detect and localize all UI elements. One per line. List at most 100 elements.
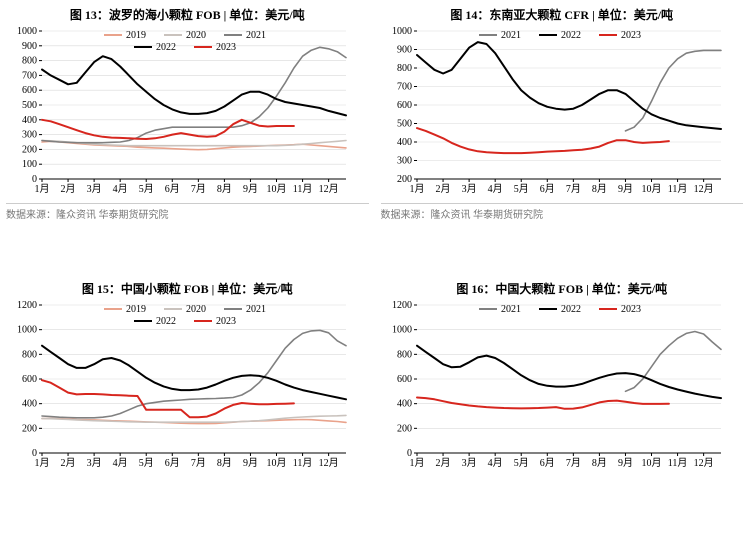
svg-text:12月: 12月 bbox=[319, 183, 339, 195]
svg-text:11月: 11月 bbox=[667, 457, 687, 469]
svg-text:9月: 9月 bbox=[243, 183, 258, 195]
svg-text:200: 200 bbox=[397, 423, 412, 434]
svg-text:6月: 6月 bbox=[165, 457, 180, 469]
svg-text:100: 100 bbox=[22, 159, 37, 170]
svg-text:400: 400 bbox=[397, 137, 412, 148]
svg-text:2021: 2021 bbox=[501, 30, 521, 41]
svg-text:2月: 2月 bbox=[435, 457, 450, 469]
svg-text:11月: 11月 bbox=[667, 183, 687, 195]
svg-text:7月: 7月 bbox=[565, 183, 580, 195]
svg-text:1月: 1月 bbox=[409, 457, 424, 469]
svg-text:400: 400 bbox=[22, 115, 37, 126]
svg-text:4月: 4月 bbox=[113, 457, 128, 469]
svg-text:1000: 1000 bbox=[17, 26, 37, 37]
svg-text:200: 200 bbox=[22, 423, 37, 434]
chart-svg-13: 010020030040050060070080090010001月2月3月4月… bbox=[6, 25, 354, 201]
svg-text:300: 300 bbox=[22, 130, 37, 141]
svg-text:800: 800 bbox=[397, 349, 412, 360]
svg-text:12月: 12月 bbox=[319, 457, 339, 469]
svg-text:9月: 9月 bbox=[617, 183, 632, 195]
svg-text:2020: 2020 bbox=[186, 304, 206, 315]
svg-text:700: 700 bbox=[397, 82, 412, 93]
svg-text:1200: 1200 bbox=[17, 300, 37, 311]
svg-text:3月: 3月 bbox=[461, 183, 476, 195]
svg-text:1月: 1月 bbox=[35, 183, 50, 195]
chart-svg-14: 20030040050060070080090010001月2月3月4月5月6月… bbox=[381, 25, 729, 201]
svg-text:1000: 1000 bbox=[392, 325, 412, 336]
svg-text:2月: 2月 bbox=[61, 457, 76, 469]
svg-text:1000: 1000 bbox=[17, 325, 37, 336]
svg-text:6月: 6月 bbox=[165, 183, 180, 195]
svg-text:8月: 8月 bbox=[217, 183, 232, 195]
svg-text:5月: 5月 bbox=[139, 457, 154, 469]
svg-text:500: 500 bbox=[397, 119, 412, 130]
svg-text:900: 900 bbox=[22, 41, 37, 52]
svg-text:900: 900 bbox=[397, 45, 412, 56]
svg-text:600: 600 bbox=[22, 85, 37, 96]
svg-text:9月: 9月 bbox=[243, 457, 258, 469]
svg-text:5月: 5月 bbox=[513, 183, 528, 195]
svg-text:8月: 8月 bbox=[591, 457, 606, 469]
svg-text:10月: 10月 bbox=[267, 457, 287, 469]
svg-text:8月: 8月 bbox=[591, 183, 606, 195]
svg-text:400: 400 bbox=[397, 399, 412, 410]
divider bbox=[6, 203, 369, 204]
svg-text:12月: 12月 bbox=[693, 183, 713, 195]
svg-text:11月: 11月 bbox=[293, 183, 313, 195]
svg-text:7月: 7月 bbox=[191, 457, 206, 469]
chart-title: 图 16：中国大颗粒 FOB | 单位：美元/吨 bbox=[381, 280, 744, 297]
svg-text:1月: 1月 bbox=[35, 457, 50, 469]
svg-text:4月: 4月 bbox=[113, 183, 128, 195]
chart-svg-15: 0200400600800100012001月2月3月4月5月6月7月8月9月1… bbox=[6, 299, 354, 475]
svg-text:2019: 2019 bbox=[126, 30, 146, 41]
svg-text:2023: 2023 bbox=[621, 30, 641, 41]
svg-text:3月: 3月 bbox=[461, 457, 476, 469]
divider bbox=[381, 203, 744, 204]
svg-text:2019: 2019 bbox=[126, 304, 146, 315]
charts-grid: 图 13：波罗的海小颗粒 FOB | 单位：美元/吨 0100200300400… bbox=[0, 0, 749, 548]
svg-text:2021: 2021 bbox=[501, 304, 521, 315]
svg-text:11月: 11月 bbox=[293, 457, 313, 469]
svg-text:2022: 2022 bbox=[561, 304, 581, 315]
svg-text:2022: 2022 bbox=[156, 42, 176, 53]
source-label: 数据来源：隆众资讯 华泰期货研究院 bbox=[381, 206, 744, 221]
svg-text:800: 800 bbox=[22, 56, 37, 67]
svg-text:600: 600 bbox=[397, 100, 412, 111]
chart-svg-16: 0200400600800100012001月2月3月4月5月6月7月8月9月1… bbox=[381, 299, 729, 475]
svg-text:1200: 1200 bbox=[392, 300, 412, 311]
chart-title: 图 14：东南亚大颗粒 CFR | 单位：美元/吨 bbox=[381, 6, 744, 23]
svg-text:800: 800 bbox=[397, 63, 412, 74]
source-label: 数据来源：隆众资讯 华泰期货研究院 bbox=[6, 206, 369, 221]
svg-text:10月: 10月 bbox=[641, 183, 661, 195]
svg-text:400: 400 bbox=[22, 399, 37, 410]
chart-title: 图 13：波罗的海小颗粒 FOB | 单位：美元/吨 bbox=[6, 6, 369, 23]
panel-13: 图 13：波罗的海小颗粒 FOB | 单位：美元/吨 0100200300400… bbox=[0, 0, 375, 274]
svg-text:600: 600 bbox=[397, 374, 412, 385]
svg-text:9月: 9月 bbox=[617, 457, 632, 469]
svg-text:200: 200 bbox=[22, 144, 37, 155]
panel-14: 图 14：东南亚大颗粒 CFR | 单位：美元/吨 20030040050060… bbox=[375, 0, 749, 274]
svg-text:10月: 10月 bbox=[641, 457, 661, 469]
svg-text:2023: 2023 bbox=[216, 316, 236, 327]
panel-15: 图 15：中国小颗粒 FOB | 单位：美元/吨 020040060080010… bbox=[0, 274, 375, 548]
svg-text:6月: 6月 bbox=[539, 457, 554, 469]
panel-16: 图 16：中国大颗粒 FOB | 单位：美元/吨 020040060080010… bbox=[375, 274, 749, 548]
svg-text:5月: 5月 bbox=[513, 457, 528, 469]
svg-text:4月: 4月 bbox=[487, 457, 502, 469]
svg-text:5月: 5月 bbox=[139, 183, 154, 195]
svg-text:2021: 2021 bbox=[246, 304, 266, 315]
svg-text:2023: 2023 bbox=[216, 42, 236, 53]
svg-text:7月: 7月 bbox=[565, 457, 580, 469]
svg-text:10月: 10月 bbox=[267, 183, 287, 195]
svg-text:2022: 2022 bbox=[156, 316, 176, 327]
svg-text:2022: 2022 bbox=[561, 30, 581, 41]
svg-text:2023: 2023 bbox=[621, 304, 641, 315]
svg-text:1月: 1月 bbox=[409, 183, 424, 195]
svg-text:500: 500 bbox=[22, 100, 37, 111]
svg-text:3月: 3月 bbox=[87, 183, 102, 195]
svg-text:300: 300 bbox=[397, 156, 412, 167]
chart-title: 图 15：中国小颗粒 FOB | 单位：美元/吨 bbox=[6, 280, 369, 297]
svg-text:1000: 1000 bbox=[392, 26, 412, 37]
svg-text:3月: 3月 bbox=[87, 457, 102, 469]
svg-text:6月: 6月 bbox=[539, 183, 554, 195]
